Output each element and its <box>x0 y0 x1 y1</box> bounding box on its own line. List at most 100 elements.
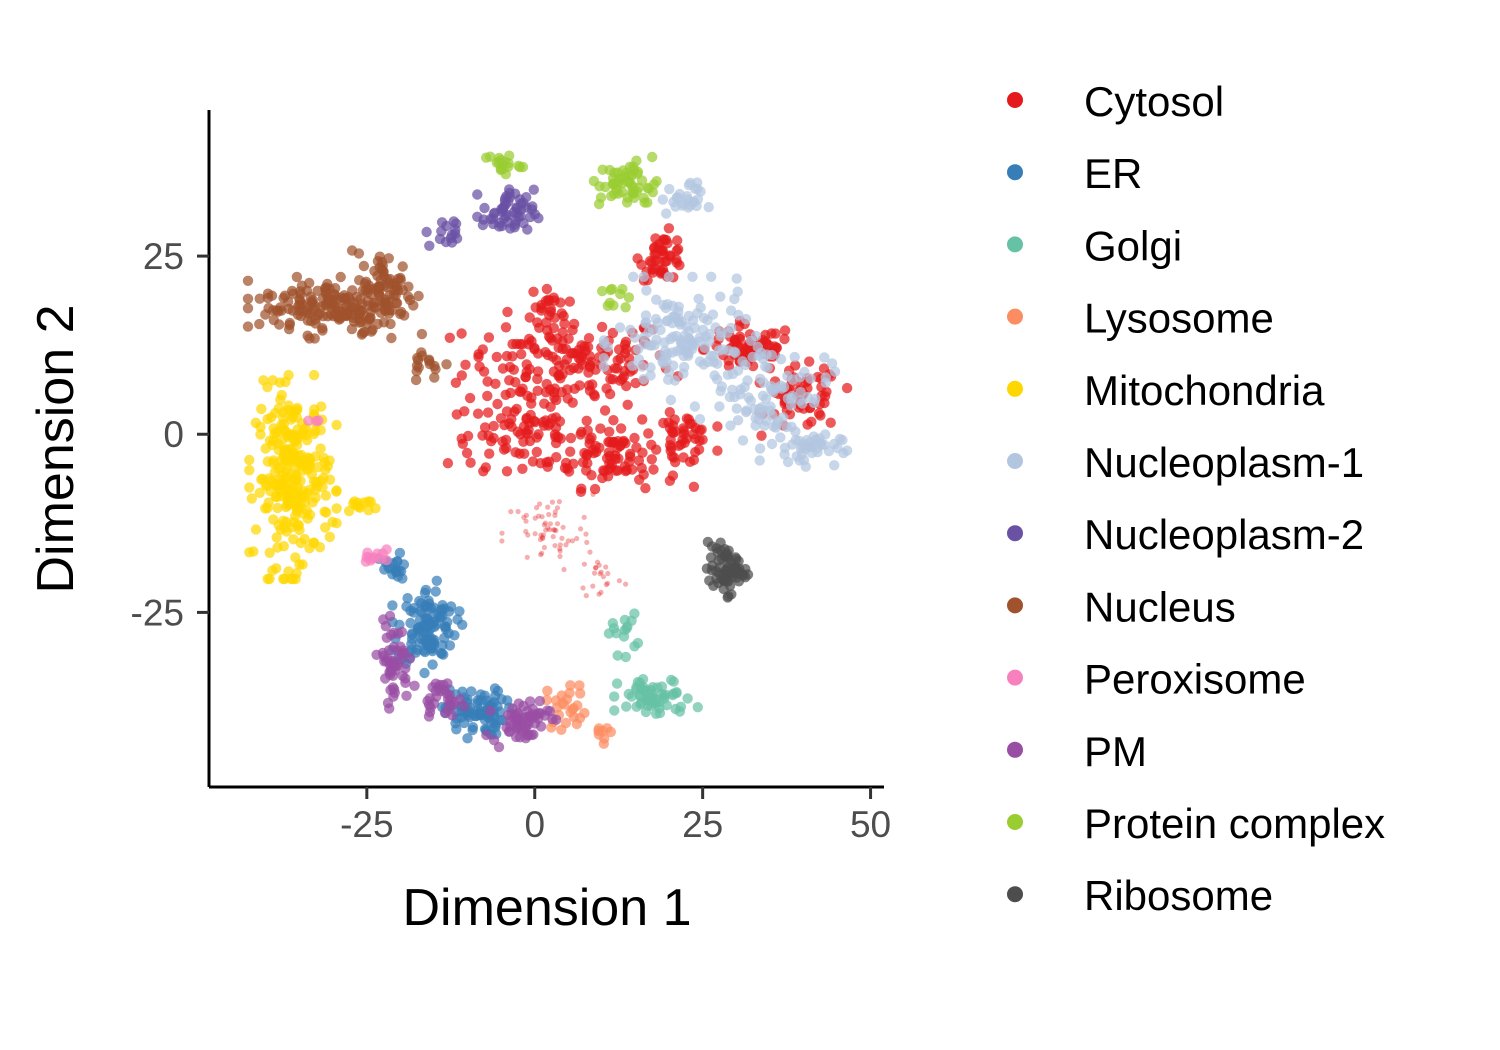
data-point <box>324 474 336 485</box>
data-point <box>583 593 589 599</box>
data-point <box>551 452 562 463</box>
legend-marker <box>1007 741 1023 758</box>
data-point <box>276 389 287 401</box>
data-point <box>740 313 752 325</box>
data-point <box>651 334 662 345</box>
data-point <box>429 372 440 383</box>
data-point <box>314 542 326 553</box>
data-point <box>636 697 647 708</box>
data-point <box>698 312 710 324</box>
data-point <box>524 312 535 323</box>
data-point <box>567 397 578 408</box>
data-point <box>522 224 533 235</box>
data-point <box>537 501 543 507</box>
data-point <box>598 569 604 575</box>
data-point <box>500 322 512 333</box>
legend-label: Ribosome <box>1084 872 1273 919</box>
data-point <box>420 584 432 596</box>
data-point <box>520 712 531 723</box>
data-point <box>742 569 754 580</box>
data-point <box>292 486 304 497</box>
data-point <box>544 331 555 342</box>
data-point <box>283 303 295 315</box>
data-point <box>442 458 454 469</box>
data-point <box>479 202 490 214</box>
data-point <box>552 527 558 533</box>
data-point <box>521 412 532 424</box>
data-point <box>515 508 521 515</box>
data-point <box>535 721 547 732</box>
data-point <box>602 341 613 353</box>
data-point <box>631 682 642 693</box>
data-point <box>663 374 674 385</box>
data-point <box>294 295 306 306</box>
x-tick-label: 25 <box>682 804 723 845</box>
data-point <box>267 439 278 451</box>
data-point <box>645 370 656 381</box>
legend-item: Cytosol <box>1007 78 1224 125</box>
data-point <box>622 176 634 188</box>
data-point <box>547 521 554 527</box>
data-point <box>598 361 610 372</box>
data-point <box>669 414 680 425</box>
data-point <box>297 306 308 317</box>
legend-label: Cytosol <box>1084 78 1224 125</box>
data-point <box>810 434 822 445</box>
data-point <box>595 423 606 434</box>
legend-marker <box>1007 453 1023 469</box>
data-point <box>517 463 528 474</box>
data-point <box>317 325 328 336</box>
data-point <box>310 451 321 462</box>
legend-item: Nucleoplasm-2 <box>1007 511 1364 558</box>
data-point <box>542 685 553 696</box>
data-point <box>436 648 447 659</box>
data-point <box>483 430 494 441</box>
data-point <box>691 200 702 212</box>
data-point <box>547 527 553 533</box>
data-point <box>557 553 563 560</box>
data-point <box>521 366 532 378</box>
data-point <box>804 441 816 453</box>
data-point <box>559 318 570 329</box>
data-point <box>818 363 830 374</box>
data-point <box>631 442 642 453</box>
data-point <box>739 381 750 393</box>
data-point <box>629 332 641 343</box>
data-point <box>331 486 342 497</box>
data-point <box>478 214 489 225</box>
data-point <box>315 425 326 436</box>
data-point <box>294 286 306 297</box>
data-point <box>802 391 813 403</box>
data-point <box>806 416 817 427</box>
data-point <box>705 350 716 361</box>
data-point <box>593 565 599 571</box>
data-point <box>668 452 680 463</box>
data-point <box>534 505 540 511</box>
data-point <box>624 448 636 460</box>
data-point <box>603 628 615 639</box>
data-point <box>552 333 563 344</box>
data-point <box>431 691 442 702</box>
data-point <box>619 365 630 377</box>
data-point <box>412 623 423 634</box>
data-point <box>549 295 560 306</box>
data-point <box>472 189 483 200</box>
legend-label: Nucleus <box>1084 583 1236 630</box>
data-point <box>270 407 281 419</box>
data-point <box>545 504 551 510</box>
data-point <box>557 548 563 554</box>
x-ticks: -25 0 25 50 <box>340 787 891 845</box>
data-point <box>501 350 513 362</box>
data-point <box>574 535 580 542</box>
data-point <box>499 156 511 167</box>
data-point <box>664 407 675 418</box>
data-point <box>619 614 631 626</box>
data-point <box>550 695 562 706</box>
data-point <box>374 262 385 273</box>
data-point <box>437 640 448 651</box>
data-point <box>712 421 723 432</box>
data-point <box>724 566 736 577</box>
data-point <box>516 349 527 360</box>
data-point <box>539 550 545 556</box>
data-point <box>676 316 687 327</box>
